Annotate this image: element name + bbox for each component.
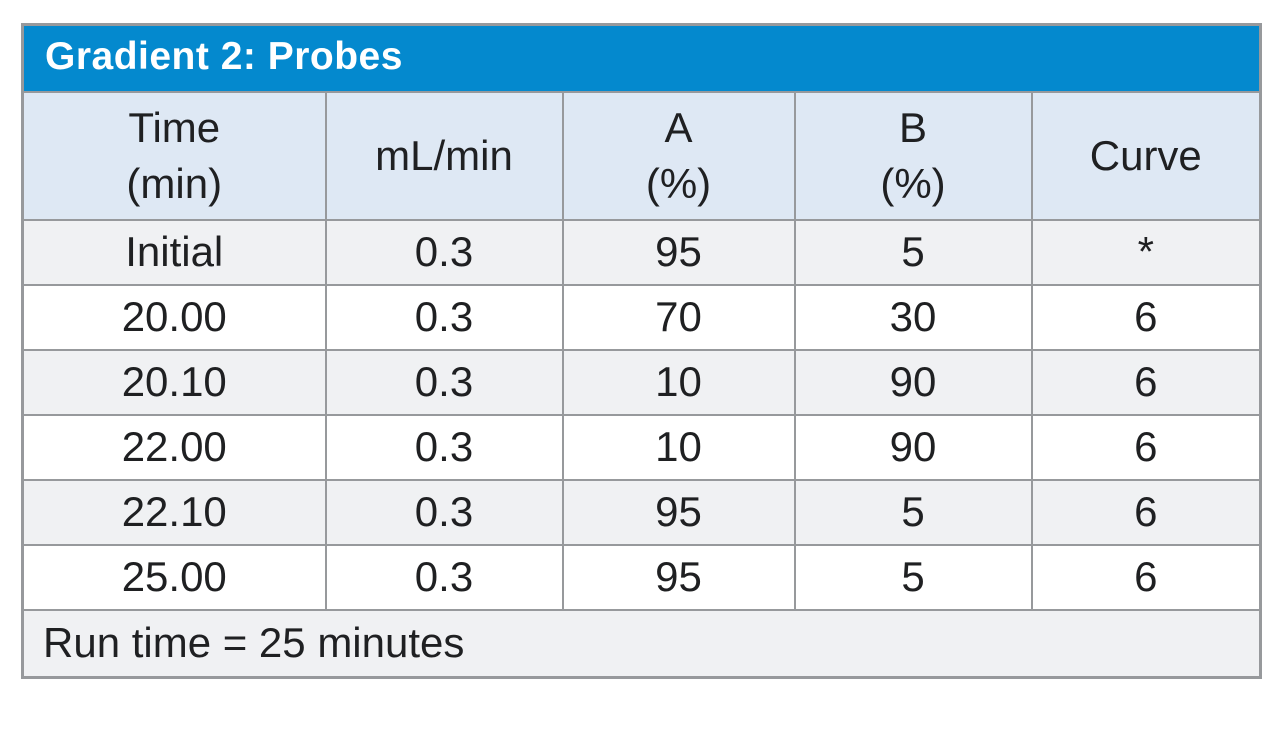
cell-b-percent: 5	[793, 543, 1033, 611]
gradient-table: Gradient 2: Probes Time (min) mL/min A (…	[21, 23, 1263, 679]
table-row: 20.00 0.3 70 30 6	[21, 283, 1262, 351]
table-row: 25.00 0.3 95 5 6	[21, 543, 1262, 611]
cell-a-percent: 10	[561, 413, 796, 481]
cell-curve: 6	[1030, 413, 1262, 481]
cell-time: 25.00	[21, 543, 327, 611]
table-row: 22.00 0.3 10 90 6	[21, 413, 1262, 481]
column-header-flow-rate: mL/min	[324, 90, 564, 221]
cell-time: 20.00	[21, 283, 327, 351]
cell-curve: 6	[1030, 348, 1262, 416]
cell-a-percent: 95	[561, 478, 796, 546]
cell-time: 20.10	[21, 348, 327, 416]
cell-b-percent: 5	[793, 218, 1033, 286]
cell-time: 22.00	[21, 413, 327, 481]
cell-a-percent: 10	[561, 348, 796, 416]
column-header-time: Time (min)	[21, 90, 327, 221]
cell-curve: *	[1030, 218, 1262, 286]
cell-flow-rate: 0.3	[324, 543, 564, 611]
cell-flow-rate: 0.3	[324, 413, 564, 481]
cell-flow-rate: 0.3	[324, 283, 564, 351]
table-footer-row: Run time = 25 minutes	[21, 608, 1262, 679]
cell-b-percent: 30	[793, 283, 1033, 351]
table-title: Gradient 2: Probes	[21, 23, 1262, 93]
table-title-row: Gradient 2: Probes	[21, 23, 1262, 93]
cell-b-percent: 90	[793, 413, 1033, 481]
table-row: 22.10 0.3 95 5 6	[21, 478, 1262, 546]
cell-time: Initial	[21, 218, 327, 286]
run-time-note: Run time = 25 minutes	[21, 608, 1262, 679]
cell-flow-rate: 0.3	[324, 218, 564, 286]
cell-b-percent: 90	[793, 348, 1033, 416]
table-row: 20.10 0.3 10 90 6	[21, 348, 1262, 416]
cell-b-percent: 5	[793, 478, 1033, 546]
column-header-curve: Curve	[1030, 90, 1262, 221]
table-row: Initial 0.3 95 5 *	[21, 218, 1262, 286]
cell-a-percent: 95	[561, 543, 796, 611]
cell-curve: 6	[1030, 283, 1262, 351]
cell-curve: 6	[1030, 543, 1262, 611]
column-header-a-percent: A (%)	[561, 90, 796, 221]
table-header-row: Time (min) mL/min A (%) B (%) Curve	[21, 90, 1262, 221]
cell-time: 22.10	[21, 478, 327, 546]
cell-a-percent: 70	[561, 283, 796, 351]
cell-a-percent: 95	[561, 218, 796, 286]
column-header-b-percent: B (%)	[793, 90, 1033, 221]
cell-curve: 6	[1030, 478, 1262, 546]
cell-flow-rate: 0.3	[324, 348, 564, 416]
cell-flow-rate: 0.3	[324, 478, 564, 546]
